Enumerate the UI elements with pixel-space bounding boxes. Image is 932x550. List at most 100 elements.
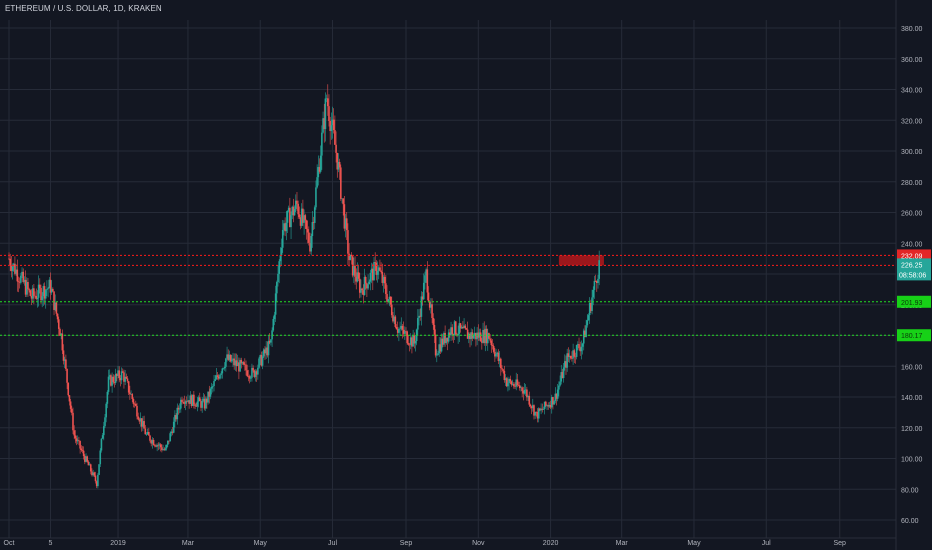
candle-body	[136, 405, 138, 417]
candle-body	[330, 125, 333, 132]
candle-body	[522, 391, 525, 394]
candle-body	[130, 394, 132, 395]
candle-body	[126, 378, 129, 382]
candle-body	[63, 359, 66, 361]
candle-body	[287, 207, 290, 211]
candle-body	[55, 302, 58, 314]
x-tick-label: 5	[49, 540, 53, 547]
candle-body	[362, 290, 365, 296]
candle-body	[313, 207, 316, 223]
candle-body	[34, 295, 36, 297]
candle-body	[598, 260, 600, 279]
y-tick-label: 260.00	[901, 211, 923, 218]
candle-body	[438, 344, 440, 354]
candle-body	[290, 215, 292, 228]
candle-body	[76, 440, 79, 442]
candle-body	[113, 381, 116, 383]
candle-body	[439, 344, 442, 352]
candle-body	[215, 375, 218, 380]
candle-body	[408, 344, 411, 346]
candle-body	[550, 397, 553, 408]
candle-body	[554, 393, 557, 402]
candle-body	[335, 144, 337, 153]
candle-body	[283, 223, 285, 230]
candle-body	[252, 367, 254, 371]
candle-body	[209, 388, 212, 397]
candle-body	[517, 385, 520, 386]
last-price-label: 226.25	[901, 262, 923, 269]
candle-body	[170, 431, 173, 434]
candle-body	[15, 269, 17, 274]
candle-body	[24, 279, 27, 295]
candle-body	[417, 317, 419, 330]
candle-body	[447, 332, 450, 342]
candle-body	[158, 444, 161, 446]
candle-body	[10, 265, 13, 271]
candle-body	[569, 355, 572, 359]
candle-body	[46, 289, 48, 291]
candle-body	[214, 379, 217, 381]
candle-body	[104, 417, 106, 427]
candle-body	[117, 370, 119, 377]
candle-body	[174, 415, 176, 422]
candle-body	[594, 280, 597, 282]
candle-body	[280, 247, 283, 256]
candle-body	[296, 200, 298, 204]
candle-body	[490, 340, 493, 346]
candle-body	[33, 288, 35, 296]
candle-body	[164, 448, 167, 450]
candle-body	[143, 421, 145, 429]
candle-body	[191, 394, 194, 406]
candle-body	[358, 278, 361, 293]
candle-body	[79, 440, 81, 449]
candle-body	[50, 288, 53, 293]
candle-body	[367, 284, 369, 289]
candle-body	[561, 372, 564, 379]
candle-body	[68, 395, 71, 402]
candle-body	[229, 354, 232, 362]
time-axis[interactable]: Oct 5 2019 Mar May Jul Sep Nov 2020 Mar May Jul Sep	[4, 540, 847, 547]
candle-body	[364, 276, 367, 284]
candle-body	[80, 448, 83, 450]
candle-body	[185, 401, 188, 402]
candle-body	[294, 200, 297, 209]
candle-body	[43, 286, 46, 299]
candle-body	[182, 401, 185, 403]
candle-body	[200, 401, 202, 408]
candle-body	[510, 381, 513, 385]
candle-body	[110, 375, 112, 386]
candle-body	[67, 382, 70, 396]
candle-body	[366, 283, 368, 289]
candle-body	[176, 407, 179, 420]
candle-body	[238, 362, 240, 372]
candle-body	[356, 272, 359, 282]
candle-body	[285, 222, 288, 232]
candle-body	[473, 332, 476, 336]
candle-body	[412, 335, 414, 347]
candle-body	[132, 398, 135, 404]
candle-body	[42, 286, 45, 297]
horizontal-lines	[0, 254, 896, 336]
candle-body	[508, 379, 510, 384]
candle-body	[221, 368, 224, 374]
candle-body	[399, 328, 401, 330]
candle-body	[120, 371, 123, 381]
candle-body	[86, 456, 89, 462]
candle-body	[588, 303, 591, 316]
x-tick-label: Sep	[834, 540, 847, 547]
candle-body	[579, 348, 582, 352]
candle-body	[582, 330, 585, 344]
candle-body	[355, 276, 358, 282]
candle-body	[60, 333, 62, 336]
candle-body	[261, 356, 264, 366]
candle-body	[216, 375, 219, 377]
candle-body	[267, 340, 270, 356]
candle-body	[580, 346, 583, 352]
candle-body	[558, 385, 560, 390]
candle-body	[146, 431, 149, 435]
candle-body	[515, 379, 518, 387]
candle-body	[59, 328, 61, 336]
candle-body	[14, 263, 16, 274]
candle-body	[319, 155, 322, 172]
